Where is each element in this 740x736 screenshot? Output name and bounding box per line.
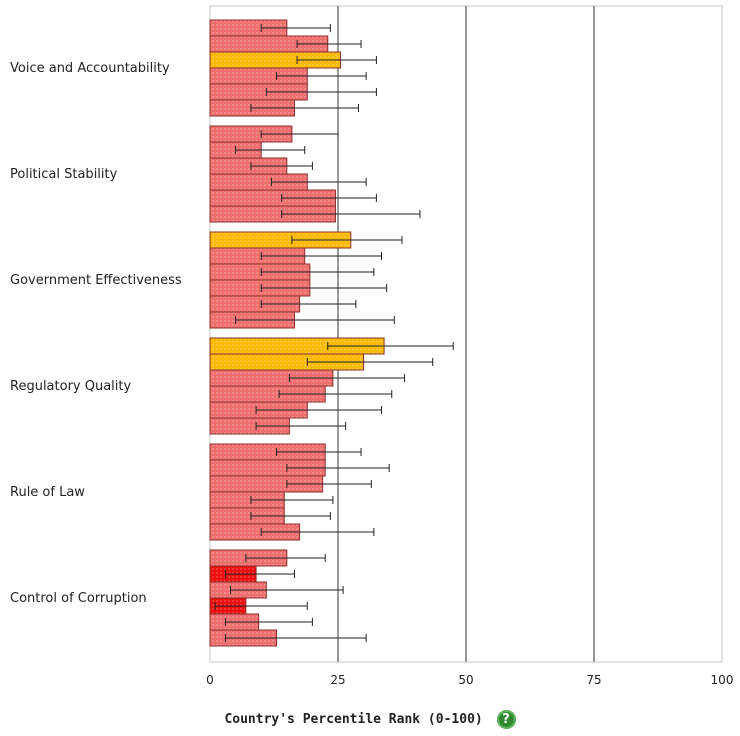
x-axis-title: Country's Percentile Rank (0-100) (224, 712, 483, 727)
help-question-icon[interactable]: ? (496, 710, 516, 729)
category-label-1: Political Stability (10, 167, 118, 182)
x-tick-label-100: 100 (711, 673, 734, 687)
x-axis-title-row: Country's Percentile Rank (0-100) ? (0, 710, 740, 729)
category-label-3: Regulatory Quality (10, 379, 131, 394)
x-tick-label-25: 25 (330, 673, 345, 687)
category-label-0: Voice and Accountability (10, 61, 170, 76)
category-label-4: Rule of Law (10, 485, 85, 500)
category-label-5: Control of Corruption (10, 591, 147, 606)
category-label-2: Government Effectiveness (10, 273, 182, 288)
x-tick-label-0: 0 (206, 673, 214, 687)
x-tick-label-75: 75 (586, 673, 601, 687)
x-tick-label-50: 50 (458, 673, 473, 687)
